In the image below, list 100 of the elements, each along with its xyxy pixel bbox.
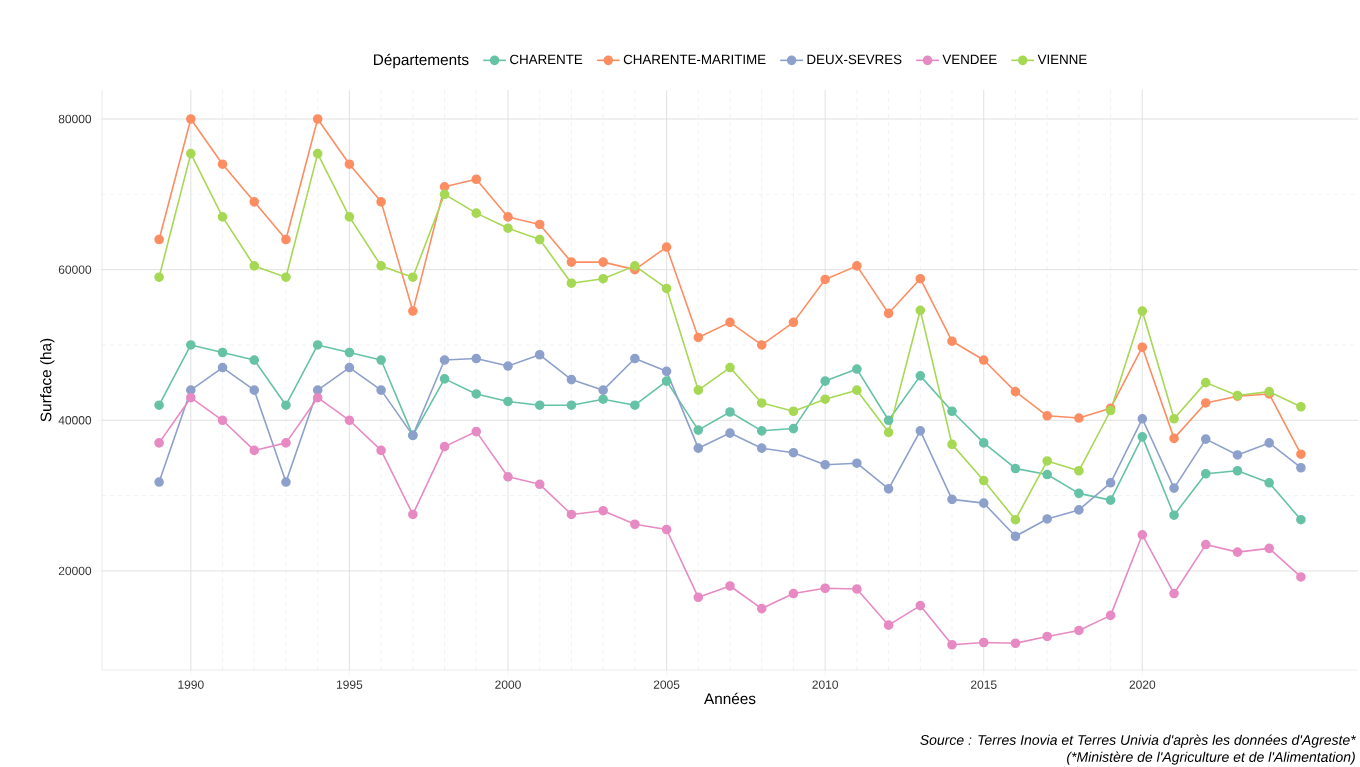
text: (*Ministère de l'Agriculture et de l'Alimentation)	[1067, 751, 1355, 765]
point	[947, 336, 957, 346]
source-note: Source : Terres Inovia et Terres Univia d'après les données d'Agreste*	[920, 734, 1357, 748]
point	[154, 438, 164, 448]
point	[1264, 438, 1274, 448]
point	[756, 340, 767, 350]
point	[471, 389, 482, 399]
point	[598, 505, 608, 516]
point	[947, 439, 957, 450]
point	[883, 620, 894, 630]
point	[883, 427, 894, 438]
point	[1296, 449, 1306, 459]
point	[281, 272, 291, 282]
point	[820, 394, 830, 404]
point	[439, 355, 450, 365]
point	[503, 471, 513, 482]
point	[1105, 610, 1116, 621]
point	[978, 355, 989, 365]
point	[788, 317, 799, 328]
point	[788, 406, 799, 417]
point	[820, 459, 830, 470]
point	[534, 400, 545, 411]
point	[915, 371, 926, 381]
point	[1042, 631, 1052, 642]
point	[408, 509, 418, 520]
point	[725, 407, 735, 417]
y-tick-label: 20000	[58, 566, 92, 576]
point	[312, 340, 323, 350]
point	[1169, 483, 1179, 493]
point	[693, 385, 704, 395]
point	[376, 385, 386, 395]
point	[852, 364, 862, 374]
point	[281, 477, 291, 487]
point	[312, 392, 323, 403]
point	[1042, 456, 1052, 466]
point	[693, 332, 704, 343]
point	[1074, 488, 1084, 499]
point	[1169, 413, 1179, 424]
point	[883, 415, 894, 426]
y-axis-title: Surface (ha)	[40, 338, 55, 422]
point	[154, 400, 164, 411]
point	[820, 274, 830, 285]
point	[503, 212, 513, 222]
point	[1010, 386, 1021, 397]
point	[598, 385, 608, 395]
point	[1137, 342, 1148, 353]
point	[408, 272, 418, 282]
point	[1074, 465, 1084, 476]
point	[534, 349, 545, 360]
point	[1169, 588, 1179, 599]
point	[249, 445, 260, 456]
point	[883, 484, 894, 494]
point	[186, 114, 196, 124]
point	[1200, 377, 1211, 388]
point	[281, 438, 291, 448]
point	[1169, 433, 1179, 444]
point	[915, 273, 926, 284]
point	[249, 355, 260, 365]
point	[471, 426, 482, 437]
point	[756, 426, 767, 436]
point	[630, 400, 640, 411]
point	[217, 347, 228, 358]
point	[725, 362, 735, 373]
point	[344, 212, 355, 222]
point	[249, 261, 260, 271]
point	[154, 272, 164, 282]
point	[154, 234, 164, 245]
point	[1074, 413, 1084, 423]
point	[408, 306, 418, 316]
point	[217, 415, 228, 426]
point	[756, 443, 767, 453]
point	[978, 637, 989, 648]
point	[186, 385, 196, 395]
point	[534, 219, 545, 230]
point	[915, 305, 926, 316]
point	[693, 443, 704, 453]
x-axis-title: Années	[704, 692, 756, 705]
point	[1264, 543, 1274, 554]
point	[852, 458, 862, 469]
point	[249, 197, 260, 207]
x-tick-label: 1995	[336, 680, 363, 689]
point	[1200, 468, 1211, 479]
point	[1105, 478, 1116, 488]
point	[1137, 413, 1148, 424]
legend-title: Départements	[374, 53, 469, 69]
point	[1296, 462, 1306, 473]
point	[978, 475, 989, 486]
point	[788, 447, 799, 458]
point	[439, 441, 450, 452]
point	[1137, 529, 1148, 540]
point	[947, 494, 957, 505]
point	[344, 415, 355, 426]
point	[630, 353, 640, 364]
point	[947, 406, 957, 417]
point	[661, 242, 672, 252]
x-tick-label: 2000	[495, 680, 521, 689]
point	[598, 257, 608, 267]
point	[439, 374, 450, 384]
point	[376, 261, 386, 271]
legend-label: VIENNE	[1037, 54, 1087, 64]
